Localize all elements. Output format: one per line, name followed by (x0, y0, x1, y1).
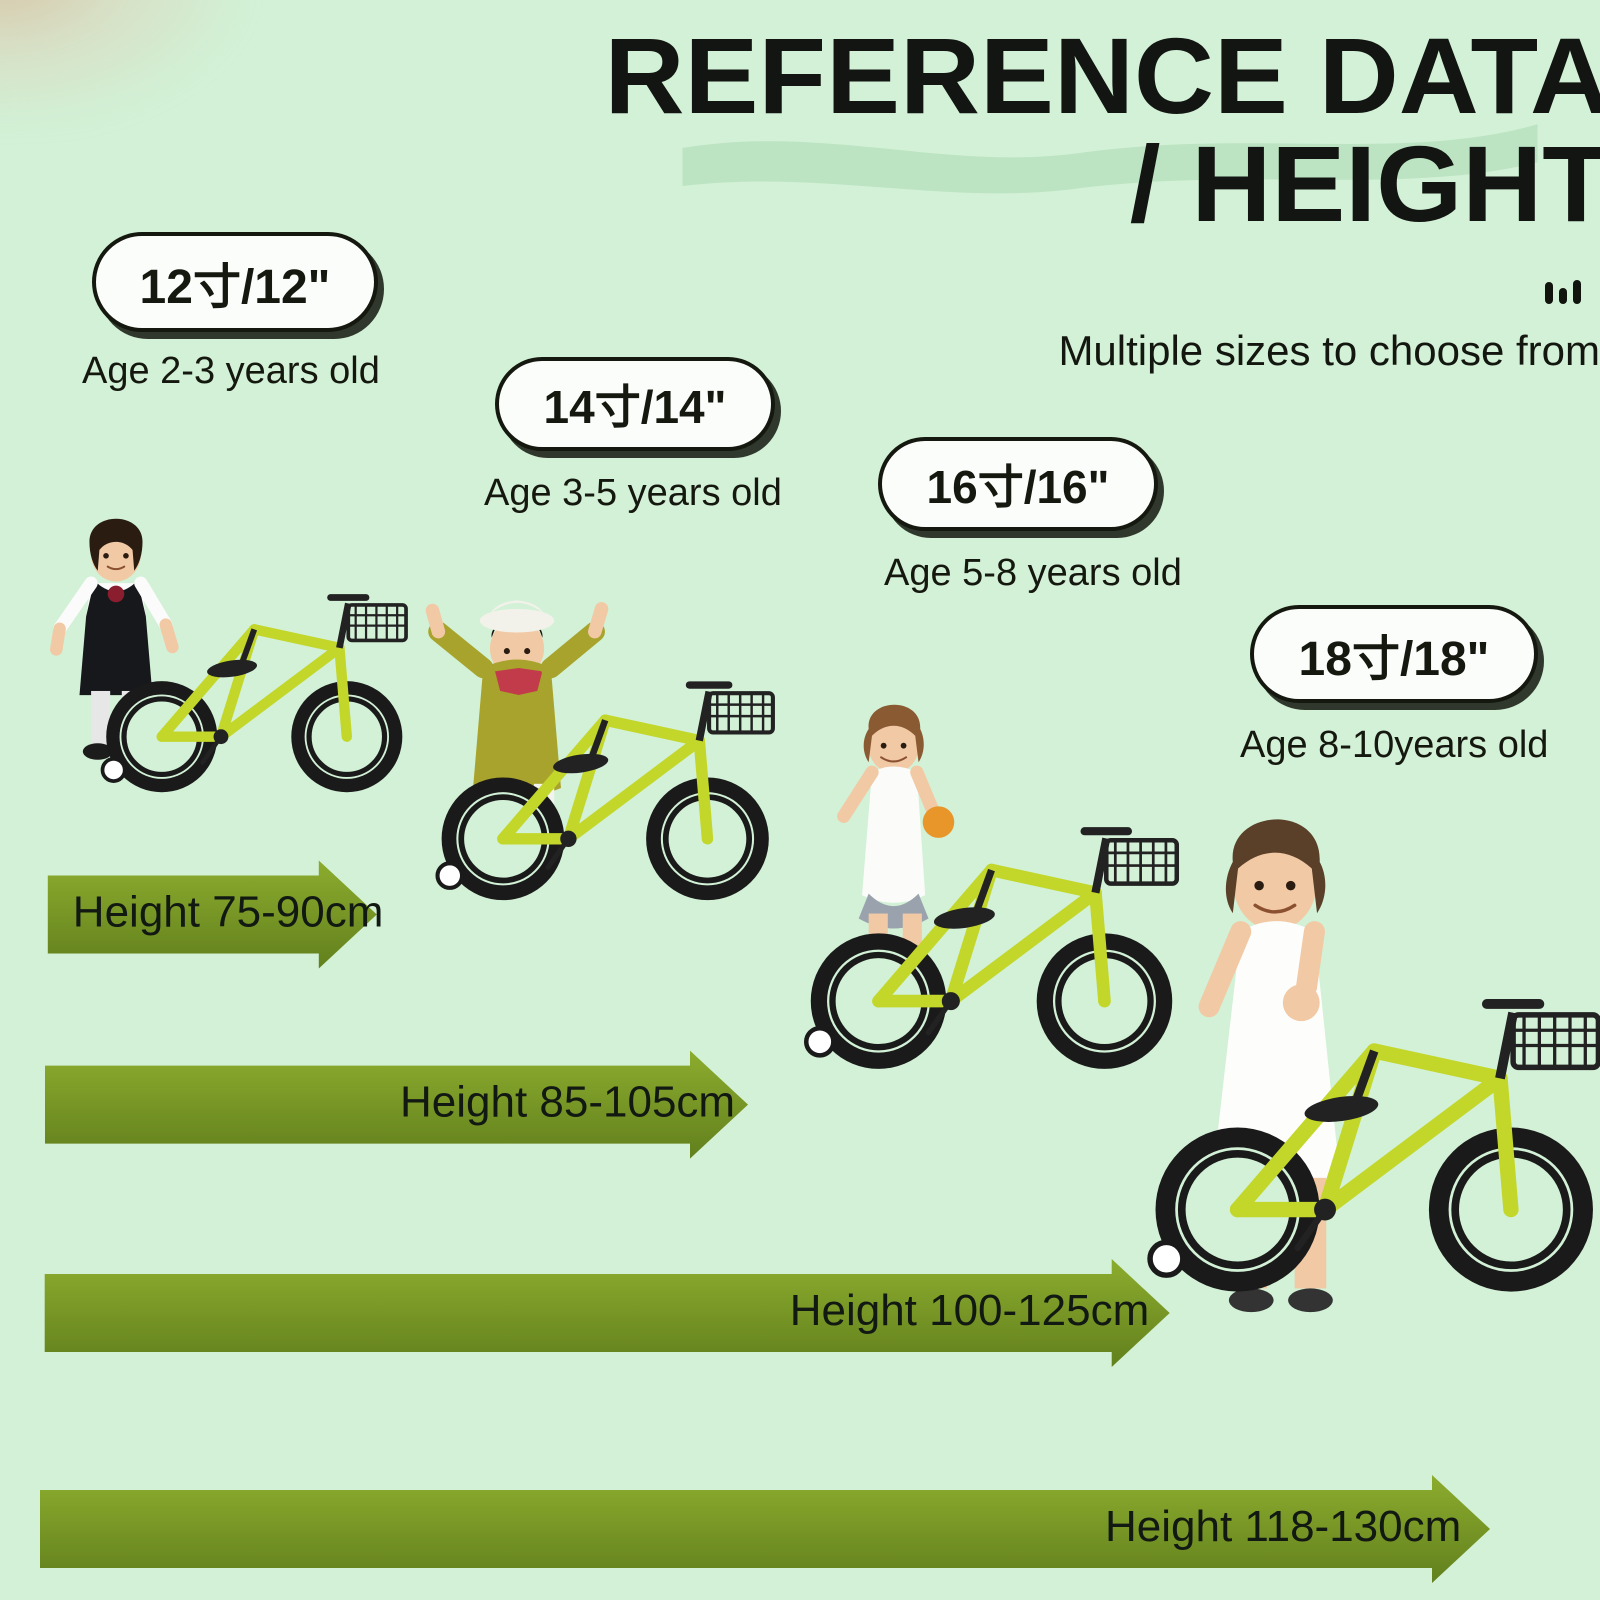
svg-text:Height 85-105cm: Height 85-105cm (400, 1078, 735, 1127)
svg-text:Height 100-125cm: Height 100-125cm (790, 1286, 1150, 1335)
svg-text:Height 75-90cm: Height 75-90cm (73, 888, 384, 937)
svg-text:Height 118-130cm: Height 118-130cm (1105, 1502, 1461, 1551)
